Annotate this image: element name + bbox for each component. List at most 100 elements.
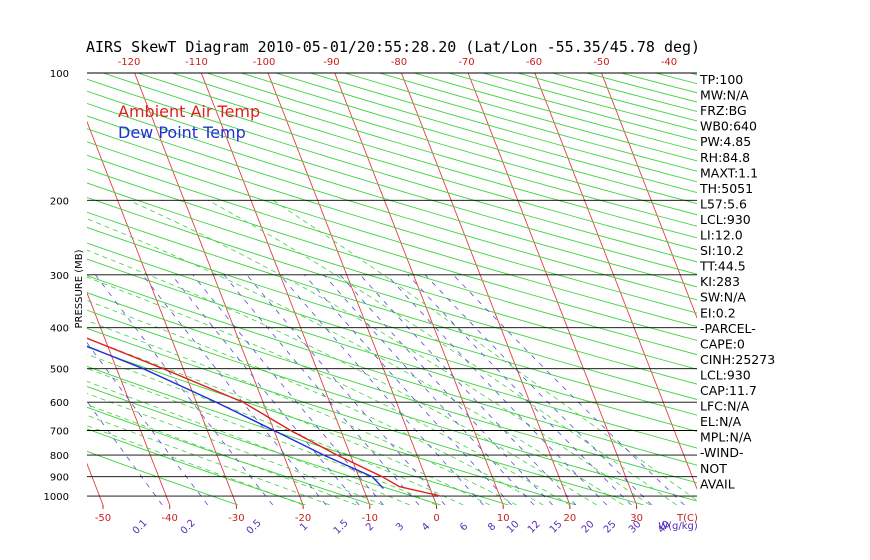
top-tick-label: -80 — [391, 57, 407, 68]
isotherm-line — [334, 73, 504, 505]
dry-adiabat-line — [379, 73, 697, 162]
dry-adiabat-line — [87, 386, 441, 505]
mixing-ratio-line — [452, 274, 685, 505]
dry-adiabat-line — [413, 73, 697, 152]
mixing-ratio-tick-label: 15 — [548, 519, 565, 536]
stability-index-item: -PARCEL- — [700, 321, 756, 336]
top-tick-label: -100 — [253, 57, 276, 68]
dry-adiabat-line — [87, 128, 697, 314]
pressure-tick-label: 500 — [50, 365, 69, 376]
dry-adiabat-line — [87, 346, 577, 505]
top-tick-label: -90 — [323, 57, 339, 68]
top-tick-label: -50 — [593, 57, 609, 68]
stability-index-item: CAPE:0 — [700, 336, 745, 351]
mixing-ratio-tick-label: 25 — [602, 519, 619, 536]
stability-index-item: LFC:N/A — [700, 399, 750, 414]
mixing-ratio-line — [87, 341, 209, 505]
stability-index-item: SW:N/A — [700, 290, 746, 305]
mixing-ratio-tick-label: 20 — [580, 519, 597, 536]
mixing-ratio-line — [87, 400, 163, 505]
stability-index-item: RH:84.8 — [700, 150, 750, 165]
moist-adiabat-line — [87, 353, 464, 505]
stability-index-item: TH:5051 — [699, 181, 753, 196]
top-tick-label: -120 — [118, 57, 141, 68]
moist-adiabat-line — [87, 276, 571, 505]
stability-index-item: LCL:930 — [700, 212, 751, 227]
dry-adiabat-line — [482, 73, 697, 132]
moist-adiabat-line — [128, 199, 651, 505]
dry-adiabat-line — [310, 73, 697, 183]
isotherm-line — [467, 73, 638, 505]
pressure-tick-label: 1000 — [44, 492, 69, 503]
isotherm-line — [601, 73, 697, 320]
air-temp-profile — [87, 337, 441, 497]
dry-adiabat-line — [241, 73, 697, 205]
moist-adiabat-line — [87, 320, 517, 505]
mixing-ratio-axis-label: W(g/kg) — [658, 521, 698, 532]
mixing-ratio-tick-label: 4 — [420, 521, 432, 533]
dry-adiabat-line — [87, 90, 697, 275]
isotherm-line — [534, 73, 697, 491]
moist-adiabat-line — [87, 380, 410, 505]
stability-index-item: MW:N/A — [700, 88, 749, 103]
dry-adiabat-line — [87, 428, 306, 505]
top-tick-label: -60 — [526, 57, 542, 68]
dry-adiabat-line — [206, 73, 697, 216]
stability-index-item: L57:5.6 — [700, 196, 747, 211]
temperature-tick-label: -30 — [228, 513, 244, 524]
profiles — [87, 337, 441, 497]
mixing-ratio-line — [95, 274, 274, 505]
dry-adiabat-line — [87, 102, 697, 288]
dry-adiabat-line — [87, 154, 697, 341]
mixing-ratio-line — [246, 274, 446, 505]
moist-adiabat-line — [87, 249, 597, 505]
moist-adiabat-line — [207, 199, 677, 505]
temperature-tick-label: -20 — [295, 513, 311, 524]
moist-adiabat-line — [87, 393, 384, 505]
temperature-tick-label: 30 — [630, 513, 643, 524]
stability-index-item: LCL:930 — [700, 367, 751, 382]
stability-index-item: PW:4.85 — [700, 134, 751, 149]
stability-index-item: TT:44.5 — [699, 259, 746, 274]
dry-adiabat-line — [87, 78, 697, 263]
dry-adiabat-line — [275, 73, 697, 194]
dry-adiabat-line — [172, 73, 697, 227]
stability-index-item: CAP:11.7 — [700, 383, 757, 398]
mixing-ratio-line — [279, 274, 484, 505]
legend-air-temp: Ambient Air Temp — [118, 102, 260, 121]
dry-adiabat-line — [87, 141, 697, 328]
pressure-tick-label: 600 — [50, 398, 69, 409]
top-tick-label: -40 — [661, 57, 677, 68]
pressure-tick-label: 300 — [50, 271, 69, 282]
dry-adiabat-line — [87, 309, 697, 502]
pressure-tick-label: 400 — [50, 324, 69, 335]
legend-dew-point: Dew Point Temp — [118, 123, 246, 142]
dry-adiabat-line — [87, 115, 697, 301]
dry-adiabat-line — [87, 226, 697, 416]
isotherm-line — [87, 462, 104, 505]
temperature-tick-label: 0 — [433, 513, 439, 524]
dry-adiabat-line — [87, 327, 644, 505]
mixing-ratio-line — [386, 274, 608, 505]
mixing-ratio-line — [359, 274, 577, 505]
pressure-tick-label: 200 — [50, 196, 69, 207]
moist-adiabat-line — [272, 199, 697, 501]
stability-index-item: EI:0.2 — [700, 305, 736, 320]
stability-index-item: FRZ:BG — [700, 103, 747, 118]
stability-index-item: AVAIL — [700, 476, 735, 491]
mixing-ratio-line — [339, 274, 553, 505]
stability-index-item: EL:N/A — [700, 414, 742, 429]
mixing-ratio-tick-label: 0.5 — [245, 518, 264, 537]
dry-adiabat-line — [137, 73, 697, 239]
legend: Ambient Air Temp Dew Point Temp — [118, 102, 260, 142]
isotherm-line — [0, 73, 36, 505]
top-tick-label: -110 — [185, 57, 208, 68]
dry-adiabat-line — [87, 182, 697, 370]
stability-index-item: MPL:N/A — [700, 430, 752, 445]
mixing-ratio-line — [304, 274, 512, 505]
stability-index-item: WB0:640 — [700, 119, 757, 134]
dew-point-profile — [87, 345, 384, 489]
stability-index-item: CINH:25273 — [700, 352, 775, 367]
moist-adiabat-line — [87, 299, 544, 505]
temperature-tick-label: 20 — [564, 513, 577, 524]
